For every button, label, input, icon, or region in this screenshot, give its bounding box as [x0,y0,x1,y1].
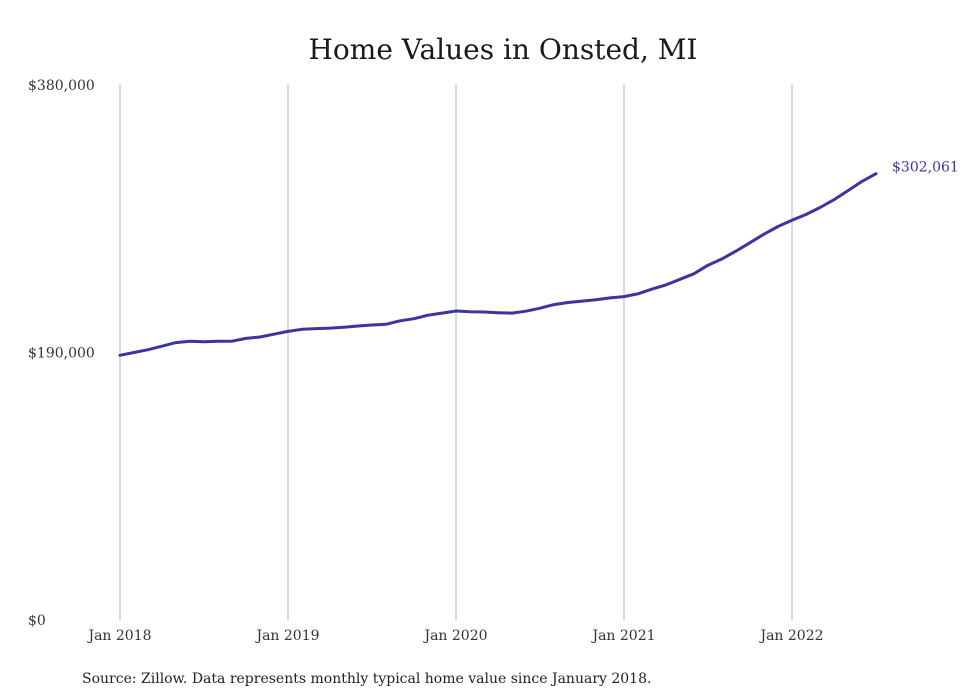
y-tick-label: $0 [28,613,46,629]
x-tick-label: Jan 2018 [86,628,151,644]
x-tick-label: Jan 2022 [758,628,823,644]
x-axis-ticks: Jan 2018 Jan 2019 Jan 2020 Jan 2021 Jan 2022 [86,628,823,644]
chart-title: Home Values in Onsted, MI [309,33,698,66]
source-note: Source: Zillow. Data represents monthly … [82,671,651,687]
series-line [118,172,878,357]
x-tick-label: Jan 2020 [422,628,487,644]
gridlines [119,85,793,620]
y-tick-label: $380,000 [28,78,95,94]
end-value-label: $302,061 [892,160,959,176]
x-tick-label: Jan 2021 [590,628,655,644]
series-group [118,172,878,357]
x-tick-label: Jan 2019 [254,628,319,644]
y-tick-label: $190,000 [28,346,95,362]
y-axis-ticks: $0 $190,000 $380,000 [28,78,95,629]
